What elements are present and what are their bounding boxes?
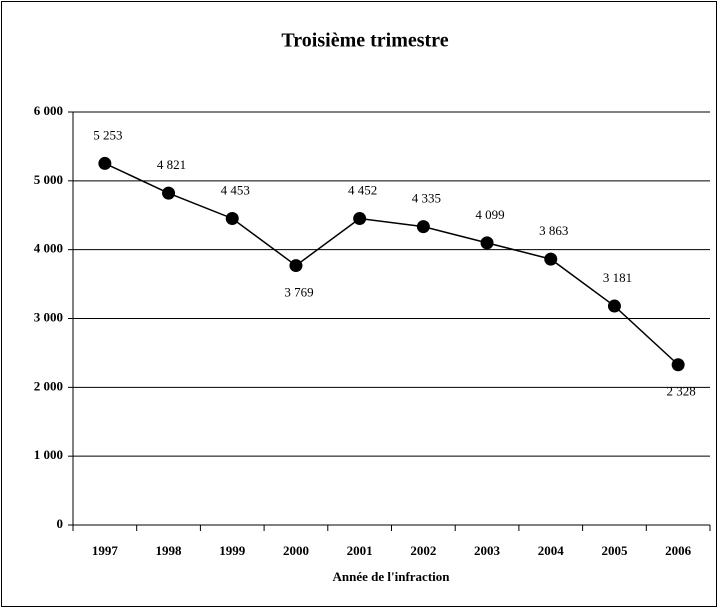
y-tick-label: 3 000: [34, 309, 63, 324]
x-tick-label: 2006: [665, 543, 692, 558]
marker: [480, 236, 494, 250]
data-label: 3 181: [603, 270, 632, 285]
x-tick-label: 2005: [601, 543, 628, 558]
marker: [607, 299, 621, 313]
data-label: 2 328: [667, 384, 696, 399]
x-tick-label: 2003: [474, 543, 501, 558]
x-tick-label: 1997: [92, 543, 119, 558]
x-tick-label: 2004: [538, 543, 565, 558]
data-label: 3 769: [284, 285, 313, 300]
marker: [544, 252, 558, 266]
y-tick-label: 2 000: [34, 378, 63, 393]
marker: [416, 220, 430, 234]
marker: [98, 156, 112, 170]
data-label: 4 452: [348, 183, 377, 198]
x-tick-label: 2000: [283, 543, 309, 558]
x-tick-label: 2001: [347, 543, 373, 558]
x-tick-label: 1998: [156, 543, 183, 558]
marker: [162, 186, 176, 200]
y-tick-label: 4 000: [34, 241, 63, 256]
marker: [671, 358, 685, 372]
data-label: 5 253: [93, 127, 122, 142]
y-tick-label: 0: [57, 516, 64, 531]
y-tick-label: 6 000: [34, 103, 63, 118]
y-tick-label: 5 000: [34, 172, 63, 187]
data-label: 4 099: [475, 207, 504, 222]
marker: [225, 211, 239, 225]
data-label: 4 821: [157, 157, 186, 172]
line: [104, 162, 679, 366]
data-label: 4 453: [221, 182, 250, 197]
marker: [289, 259, 303, 273]
data-label: 4 335: [412, 191, 441, 206]
marker: [353, 212, 367, 226]
chart-title: Troisième trimestre: [281, 30, 448, 52]
y-tick-label: 1 000: [34, 447, 63, 462]
x-tick-label: 1999: [219, 543, 246, 558]
data-label: 3 863: [539, 223, 568, 238]
x-axis-label: Année de l'infraction: [333, 569, 451, 584]
x-tick-label: 2002: [410, 543, 436, 558]
